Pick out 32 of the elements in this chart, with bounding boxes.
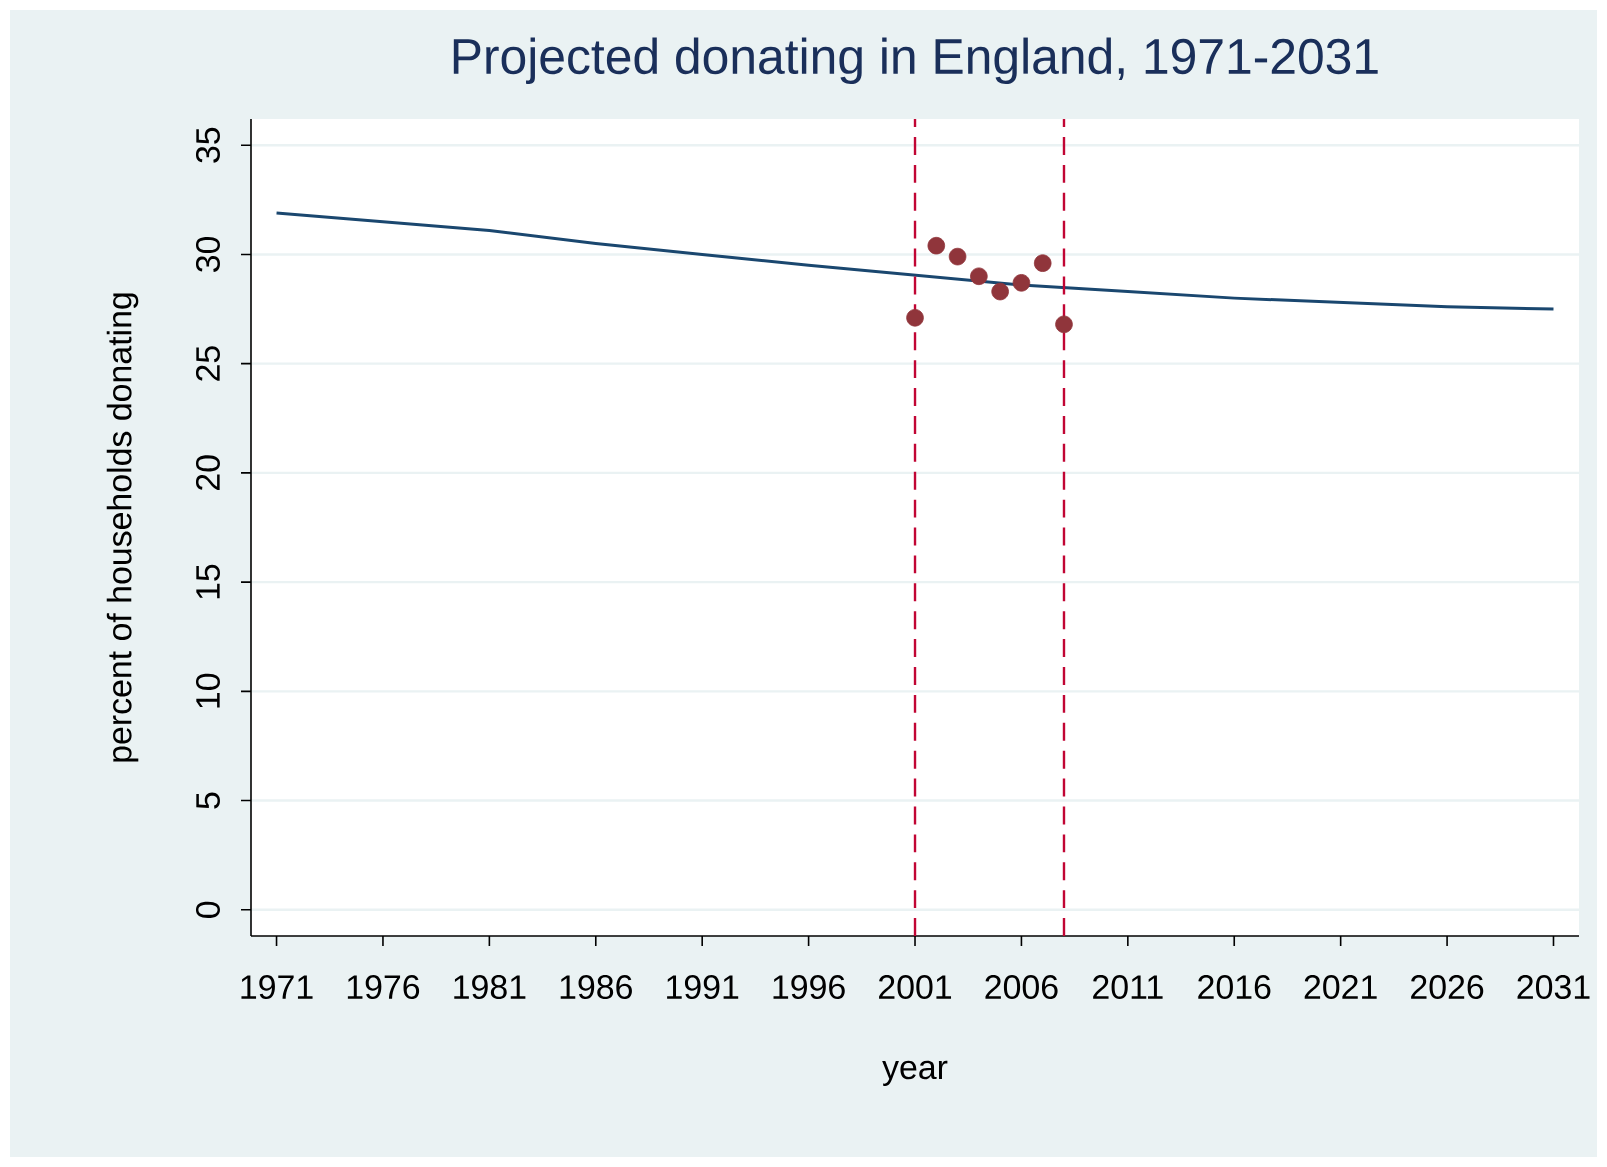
y-tick-label: 15 xyxy=(196,564,220,599)
x-tick-label: 1996 xyxy=(773,975,845,1000)
y-tick-label: 20 xyxy=(195,455,220,490)
point xyxy=(1033,254,1052,272)
point xyxy=(1012,274,1031,292)
y-tick-label: 5 xyxy=(196,792,220,809)
x-tick-label: 2011 xyxy=(1093,975,1163,1000)
y-tick-label: 0 xyxy=(195,901,220,918)
x-tick-label: 2026 xyxy=(1411,975,1484,1000)
point xyxy=(948,247,967,266)
y-tick-label: 35 xyxy=(195,127,220,163)
y-axis-title: percent of households donating xyxy=(106,293,139,762)
point xyxy=(1055,315,1073,334)
x-tick-label: 1981 xyxy=(454,975,526,1000)
point xyxy=(970,267,988,286)
chart-title: Projected donating in England, 1971-2031 xyxy=(453,37,1378,84)
x-tick-label: 1971 xyxy=(241,975,313,1000)
x-tick-label: 1976 xyxy=(347,975,420,1000)
y-tick-label: 25 xyxy=(195,346,220,381)
point xyxy=(927,236,946,255)
x-tick-label: 2006 xyxy=(985,975,1058,1000)
y-tick-label: 10 xyxy=(195,673,220,708)
x-tick-label: 2031 xyxy=(1517,975,1590,1000)
point xyxy=(906,309,924,327)
x-tick-label: 1991 xyxy=(667,975,739,1000)
x-tick-label: 2016 xyxy=(1198,975,1271,1000)
x-axis-title: year xyxy=(882,1060,948,1086)
x-tick-label: 2001 xyxy=(879,975,952,1000)
x-tick-label: 1986 xyxy=(560,975,632,1000)
y-tick-label: 30 xyxy=(195,236,220,272)
x-tick-label: 2021 xyxy=(1304,975,1377,1000)
point xyxy=(991,282,1009,301)
